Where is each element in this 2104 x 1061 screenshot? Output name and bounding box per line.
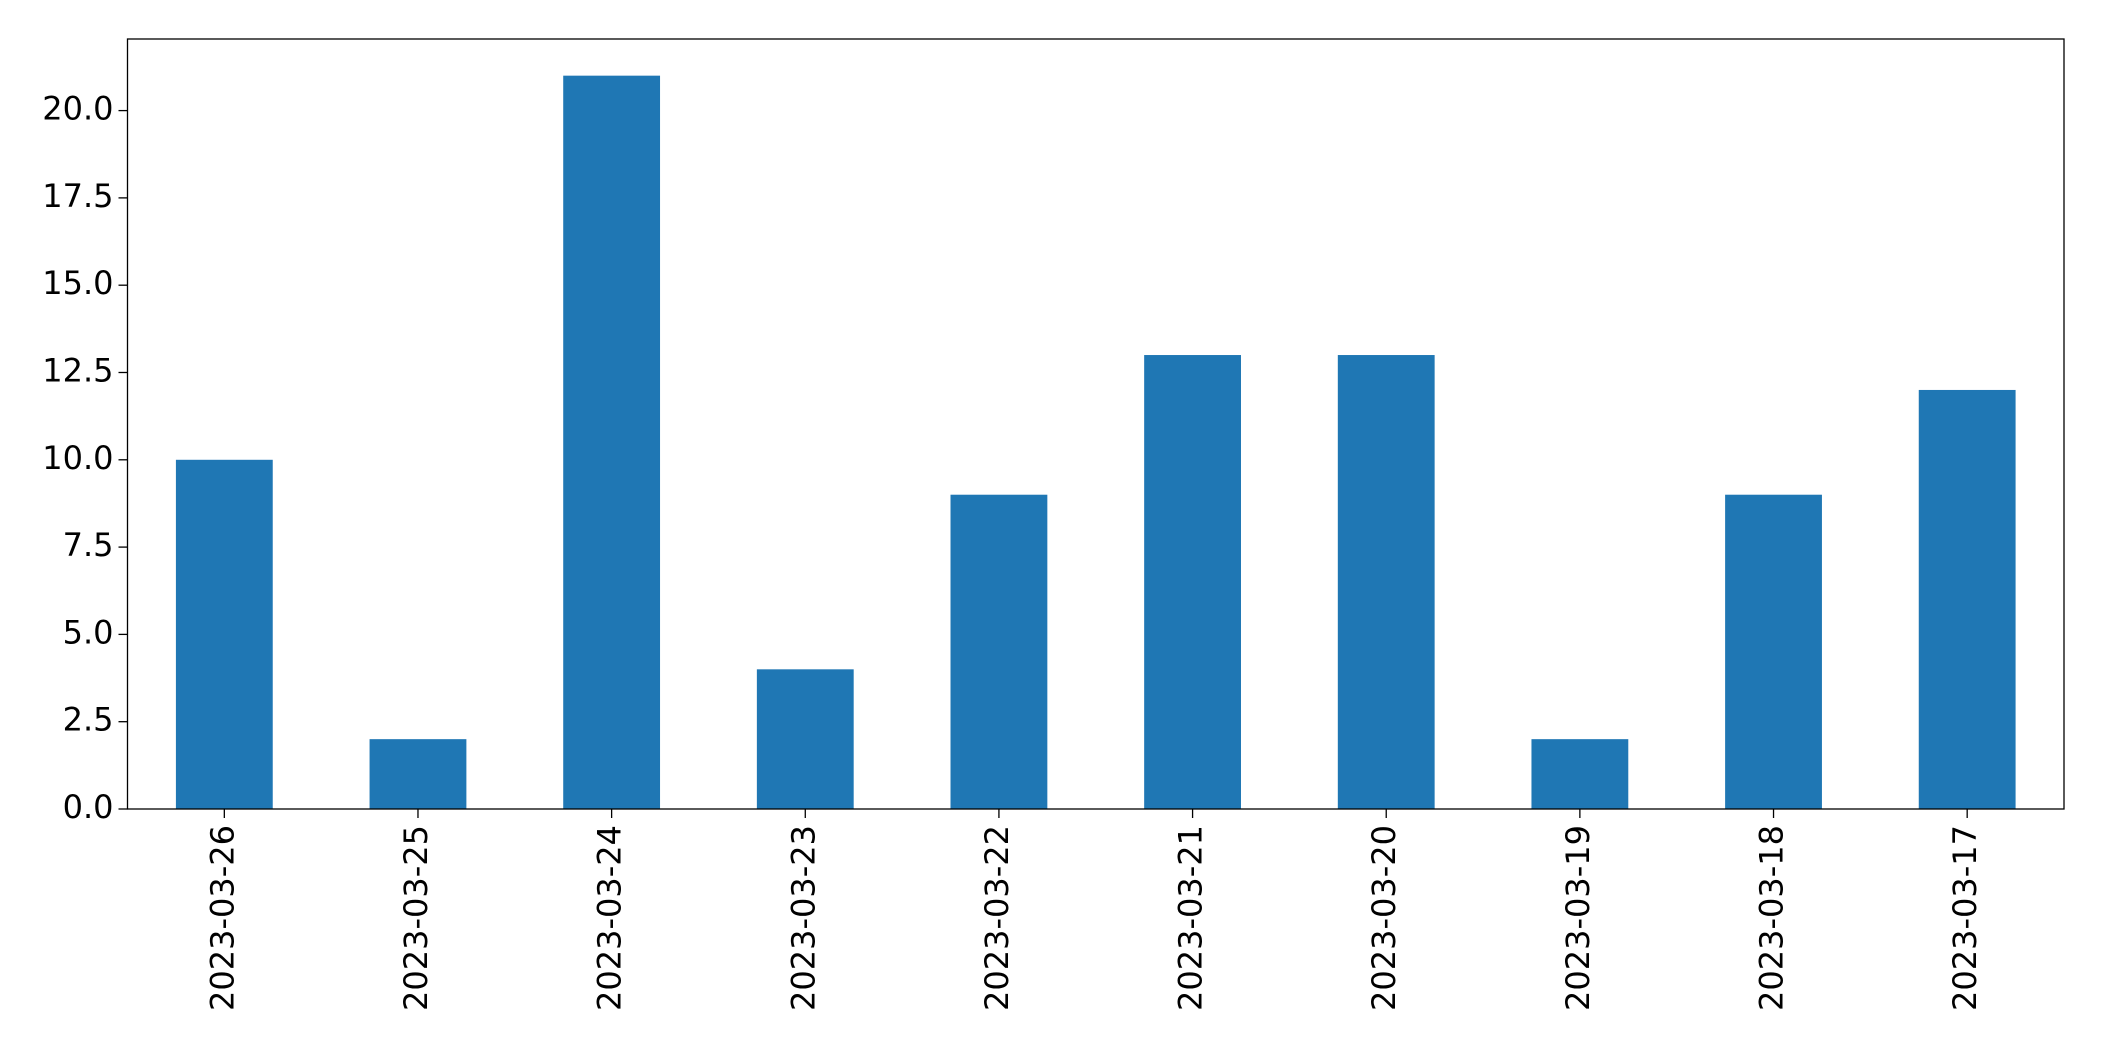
x-tick-label: 2023-03-18: [1753, 825, 1791, 1011]
x-tick-label: 2023-03-24: [591, 825, 629, 1011]
bar: [1725, 494, 1822, 809]
x-tick-label: 2023-03-17: [1946, 825, 1984, 1011]
bar: [563, 75, 661, 809]
x-tick-label: 2023-03-26: [203, 825, 241, 1011]
y-tick-label: 10.0: [42, 439, 113, 477]
bar: [1918, 389, 2016, 809]
bar: [1337, 355, 1435, 809]
bar: [1531, 739, 1629, 809]
bar: [1144, 355, 1241, 809]
y-tick-label: 12.5: [42, 351, 113, 389]
x-tick-label: 2023-03-21: [1172, 825, 1210, 1011]
y-tick-label: 17.5: [42, 177, 113, 215]
bar: [369, 739, 467, 809]
bar: [175, 459, 273, 809]
y-tick-label: 20.0: [42, 90, 113, 128]
y-tick-label: 2.5: [63, 701, 114, 739]
bar: [756, 669, 854, 809]
y-tick-label: 0.0: [63, 788, 114, 826]
x-tick-label: 2023-03-25: [397, 825, 435, 1011]
x-tick-label: 2023-03-23: [784, 825, 822, 1011]
x-tick-label: 2023-03-19: [1559, 825, 1597, 1011]
y-tick-label: 7.5: [63, 526, 114, 564]
axes-frame: [126, 38, 2065, 810]
y-tick-label: 5.0: [63, 613, 114, 651]
x-tick-label: 2023-03-20: [1365, 825, 1403, 1011]
y-tick-label: 15.0: [42, 264, 113, 302]
bar: [950, 494, 1048, 809]
x-tick-label: 2023-03-22: [978, 825, 1016, 1011]
